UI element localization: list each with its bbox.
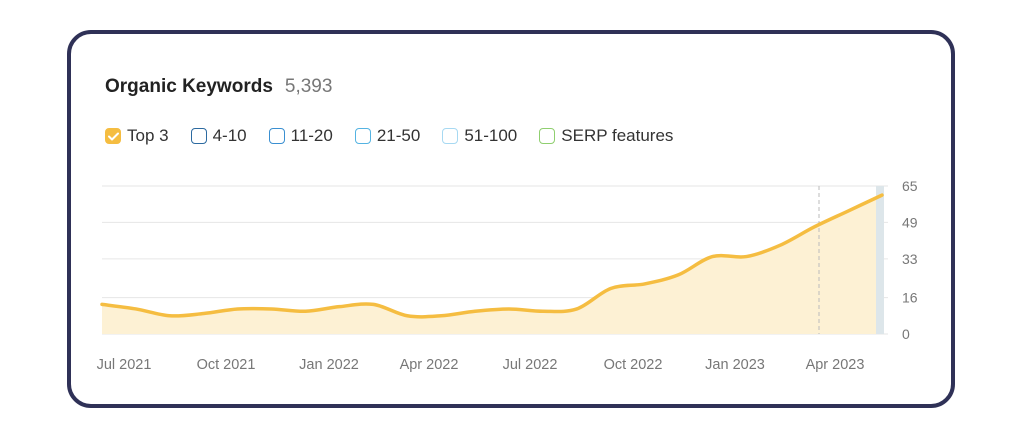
x-tick-label: Jul 2021 xyxy=(97,357,152,373)
x-tick-label: Apr 2022 xyxy=(400,357,459,373)
checkbox-icon[interactable] xyxy=(442,128,459,144)
legend-item-top-3[interactable]: Top 3 xyxy=(105,126,169,146)
x-tick-label: Jul 2022 xyxy=(503,357,558,373)
x-tick-label: Oct 2022 xyxy=(604,357,663,373)
checkbox-icon[interactable] xyxy=(539,128,556,144)
legend-item-4-10[interactable]: 4-10 xyxy=(190,126,247,146)
y-tick-label: 49 xyxy=(902,214,918,230)
checkbox-icon[interactable] xyxy=(190,128,207,144)
legend-label: 11-20 xyxy=(290,126,333,145)
checkbox-icon[interactable] xyxy=(268,128,285,144)
legend-label: 21-50 xyxy=(376,126,421,145)
x-tick-label: Jan 2023 xyxy=(705,357,765,373)
legend-label: 51-100 xyxy=(464,126,518,145)
card-header: Organic Keywords 5,393 xyxy=(105,76,332,98)
series-line-top-3 xyxy=(100,193,884,319)
legend-label: Top 3 xyxy=(127,126,169,145)
organic-keywords-card: Organic Keywords 5,393 Top 3 4-10 11-20 21-… xyxy=(67,30,955,408)
legend-item-serp-features[interactable]: SERP features xyxy=(539,126,673,146)
y-tick-label: 16 xyxy=(902,290,918,306)
checkbox-checked-icon[interactable] xyxy=(105,128,121,144)
y-tick-label: 65 xyxy=(902,178,918,194)
y-tick-label: 0 xyxy=(902,326,910,342)
current-period-band xyxy=(876,186,884,334)
x-tick-label: Oct 2021 xyxy=(197,357,256,373)
x-tick-label: Jan 2022 xyxy=(299,357,359,373)
checkbox-icon[interactable] xyxy=(354,128,371,144)
x-tick-label: Apr 2023 xyxy=(806,357,865,373)
card-title: Organic Keywords xyxy=(105,76,273,97)
series-area-top-3 xyxy=(102,195,882,334)
legend-item-11-20[interactable]: 11-20 xyxy=(268,126,333,146)
keyword-count: 5,393 xyxy=(284,76,333,97)
legend: Top 3 4-10 11-20 21-50 51-100 SERP features xyxy=(105,126,695,146)
legend-label: SERP features xyxy=(561,126,674,145)
legend-item-21-50[interactable]: 21-50 xyxy=(354,126,421,146)
legend-label: 4-10 xyxy=(212,126,247,145)
y-tick-label: 33 xyxy=(902,251,918,267)
legend-item-51-100[interactable]: 51-100 xyxy=(442,126,517,146)
